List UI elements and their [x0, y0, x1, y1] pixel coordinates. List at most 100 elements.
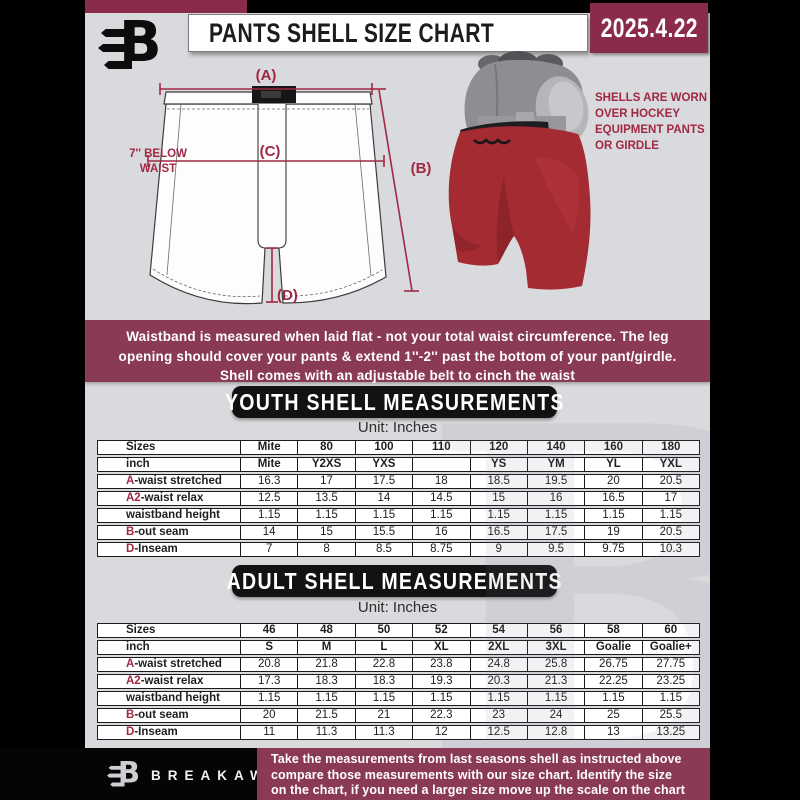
- table-cell: 17.3: [241, 674, 299, 689]
- table-cell: 1.15: [527, 508, 586, 523]
- below-waist-line2: WAIST: [139, 163, 177, 175]
- info-banner-line: Shell comes with an adjustable belt to c…: [219, 368, 576, 383]
- youth-banner-title: YOUTH SHELL MEASUREMENTS: [224, 388, 565, 415]
- table-row: inch S M L XL 2XL 3XL Goalie Goalie+: [97, 640, 700, 655]
- adult-banner-title: ADULT SHELL MEASUREMENTS: [226, 567, 563, 594]
- table-cell: 1.15: [241, 691, 299, 706]
- footer: B BREAKAWAY Take the measurements from l…: [0, 748, 710, 800]
- table-cell: 16: [413, 525, 471, 540]
- fly-panel: [257, 104, 287, 249]
- logo-bar-icon: [107, 773, 124, 778]
- table-cell: 3XL: [527, 640, 586, 655]
- adult-section-banner: ADULT SHELL MEASUREMENTS: [226, 565, 561, 597]
- table-row: waistband height 1.15 1.15 1.15 1.15 1.15 1.15…: [97, 691, 700, 706]
- table-row: A2-waist relax 12.5 13.5 14 14.5 15 16 16.5 17: [97, 491, 700, 506]
- measure-letter: A2: [126, 675, 141, 687]
- table-cell: 16: [527, 491, 586, 506]
- table-cell: 24: [527, 708, 586, 723]
- footer-instructions: Take the measurements from last seasons …: [257, 748, 710, 800]
- table-cell: 23.25: [642, 674, 700, 689]
- table-cell: 9: [470, 542, 528, 557]
- shell-photo: [448, 51, 591, 290]
- table-cell: 21.3: [527, 674, 586, 689]
- measure-line-b: [378, 89, 413, 292]
- measure-letter: A: [126, 475, 135, 487]
- table-cell: 7: [241, 542, 299, 557]
- row-label: B-out seam: [97, 708, 241, 723]
- table-cell: 23.8: [413, 657, 471, 672]
- youth-size-table: Sizes Mite 80 100 110 120 140 160 180 inch Mite Y2X…: [97, 438, 700, 559]
- table-cell: 1.15: [298, 691, 356, 706]
- table-cell: 1.15: [585, 691, 643, 706]
- table-cell: 140: [527, 440, 586, 455]
- photo-note: SHELLS ARE WORN OVER HOCKEY EQUIPMENT PA…: [595, 90, 713, 154]
- table-cell: 12.5: [241, 491, 299, 506]
- hem-stitch-line: [152, 268, 261, 298]
- table-row: B-out seam 20 21.5 21 22.3 23 24 25 25.5: [97, 708, 700, 723]
- table-cell: [413, 457, 471, 472]
- row-label: D-Inseam: [97, 725, 241, 740]
- table-cell: 20.5: [642, 474, 700, 489]
- table-cell: 15: [470, 491, 528, 506]
- table-cell: 56: [527, 623, 586, 638]
- table-cell: 11.3: [355, 725, 414, 740]
- photo-note-line: SHELLS ARE WORN: [595, 92, 708, 104]
- below-waist-note: 7'' BELOW WAIST: [116, 147, 200, 177]
- table-cell: 12.8: [527, 725, 586, 740]
- table-cell: 60: [642, 623, 700, 638]
- table-cell: 1.15: [355, 508, 414, 523]
- table-cell: XL: [413, 640, 471, 655]
- row-label: A-waist stretched: [97, 657, 241, 672]
- row-label: D-Inseam: [97, 542, 241, 557]
- table-cell: YS: [470, 457, 528, 472]
- table-cell: 24.8: [470, 657, 528, 672]
- table-cell: 19: [585, 525, 643, 540]
- logo-letter: B: [119, 10, 162, 75]
- table-cell: YL: [585, 457, 643, 472]
- table-cell: 180: [642, 440, 700, 455]
- adult-unit-label: Unit: Inches: [357, 599, 438, 616]
- table-cell: 2XL: [470, 640, 528, 655]
- table-cell: 13: [585, 725, 643, 740]
- label-c: (C): [260, 143, 281, 160]
- table-cell: 16.3: [241, 474, 299, 489]
- belt-buckle-slot: [261, 91, 281, 98]
- hem-stitch-line: [284, 269, 383, 297]
- photo-note-line: EQUIPMENT PANTS: [595, 124, 705, 136]
- table-cell: 8.75: [413, 542, 471, 557]
- row-label: Sizes: [97, 623, 241, 638]
- table-cell: 22.25: [585, 674, 643, 689]
- table-cell: 9.75: [585, 542, 643, 557]
- measure-letter: B: [126, 709, 135, 721]
- table-cell: 17: [642, 491, 700, 506]
- table-cell: 20.8: [241, 657, 299, 672]
- table-cell: 1.15: [470, 508, 528, 523]
- table-cell: YM: [527, 457, 586, 472]
- table-row: A-waist stretched 16.3 17 17.5 18 18.5 19.5 20 2…: [97, 474, 700, 489]
- measure-letter: A: [126, 658, 135, 670]
- table-cell: 17: [298, 474, 356, 489]
- table-cell: 8.5: [355, 542, 414, 557]
- table-cell: 19.3: [413, 674, 471, 689]
- logo-bar-icon: [104, 61, 132, 69]
- table-cell: 21: [355, 708, 414, 723]
- footer-line: Take the measurements from last seasons …: [271, 752, 682, 766]
- table-cell: 1.15: [585, 508, 643, 523]
- table-cell: 12.5: [470, 725, 528, 740]
- shorts-measurement-diagram: (A) (C) (B) (D): [147, 67, 431, 305]
- table-cell: 17.5: [527, 525, 586, 540]
- table-cell: Mite: [241, 457, 299, 472]
- below-waist-line1: 7'' BELOW: [129, 148, 187, 160]
- table-cell: 18.3: [355, 674, 414, 689]
- table-cell: 20.5: [642, 525, 700, 540]
- measure-letter: A2: [126, 492, 141, 504]
- table-cell: 26.75: [585, 657, 643, 672]
- table-cell: 21.5: [298, 708, 356, 723]
- table-row: inch Mite Y2XS YXS YS YM YL YXL: [97, 457, 700, 472]
- seam-line: [354, 103, 372, 277]
- logo-bar-icon: [101, 29, 130, 37]
- page-title: PANTS SHELL SIZE CHART: [209, 17, 495, 48]
- seam-line: [166, 103, 182, 276]
- table-cell: 1.15: [241, 508, 299, 523]
- table-cell: 20: [585, 474, 643, 489]
